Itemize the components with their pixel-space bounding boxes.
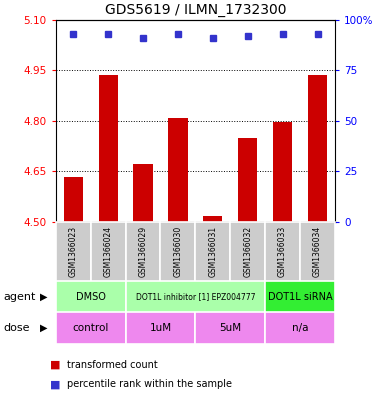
- Text: GSM1366024: GSM1366024: [104, 226, 113, 277]
- FancyBboxPatch shape: [230, 222, 265, 281]
- Bar: [273, 122, 292, 222]
- FancyBboxPatch shape: [300, 222, 335, 281]
- FancyBboxPatch shape: [91, 222, 126, 281]
- Text: GSM1366030: GSM1366030: [173, 226, 182, 277]
- Text: n/a: n/a: [292, 323, 308, 333]
- Text: percentile rank within the sample: percentile rank within the sample: [67, 379, 233, 389]
- Bar: [168, 118, 187, 222]
- Title: GDS5619 / ILMN_1732300: GDS5619 / ILMN_1732300: [105, 3, 286, 17]
- Text: GSM1366029: GSM1366029: [139, 226, 147, 277]
- Text: ■: ■: [50, 379, 60, 389]
- Text: 1uM: 1uM: [149, 323, 172, 333]
- Text: DOT1L siRNA: DOT1L siRNA: [268, 292, 332, 302]
- FancyBboxPatch shape: [56, 281, 126, 312]
- Bar: [134, 164, 152, 222]
- FancyBboxPatch shape: [126, 222, 161, 281]
- Text: GSM1366023: GSM1366023: [69, 226, 78, 277]
- Text: DMSO: DMSO: [76, 292, 105, 302]
- Text: GSM1366032: GSM1366032: [243, 226, 252, 277]
- Bar: [99, 75, 118, 222]
- Text: DOT1L inhibitor [1] EPZ004777: DOT1L inhibitor [1] EPZ004777: [136, 292, 255, 301]
- FancyBboxPatch shape: [265, 312, 335, 344]
- Text: GSM1366031: GSM1366031: [208, 226, 218, 277]
- FancyBboxPatch shape: [126, 312, 195, 344]
- FancyBboxPatch shape: [195, 312, 265, 344]
- Bar: [308, 75, 327, 222]
- FancyBboxPatch shape: [126, 281, 265, 312]
- Bar: [64, 177, 83, 222]
- FancyBboxPatch shape: [265, 281, 335, 312]
- Text: GSM1366034: GSM1366034: [313, 226, 322, 277]
- FancyBboxPatch shape: [56, 222, 91, 281]
- Text: ▶: ▶: [40, 323, 48, 333]
- FancyBboxPatch shape: [265, 222, 300, 281]
- FancyBboxPatch shape: [56, 312, 126, 344]
- FancyBboxPatch shape: [161, 222, 195, 281]
- Text: agent: agent: [4, 292, 36, 302]
- Text: transformed count: transformed count: [67, 360, 158, 369]
- Text: dose: dose: [4, 323, 30, 333]
- Text: GSM1366033: GSM1366033: [278, 226, 287, 277]
- Text: ▶: ▶: [40, 292, 48, 302]
- Text: control: control: [72, 323, 109, 333]
- FancyBboxPatch shape: [195, 222, 230, 281]
- Bar: [238, 138, 257, 222]
- Text: 5uM: 5uM: [219, 323, 241, 333]
- Bar: [203, 216, 223, 222]
- Text: ■: ■: [50, 360, 60, 369]
